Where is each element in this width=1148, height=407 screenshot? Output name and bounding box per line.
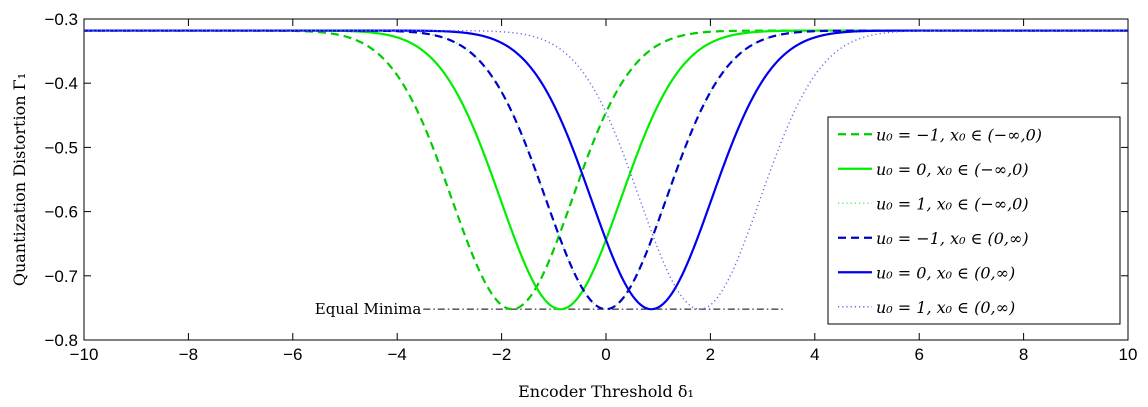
x-tick-label: 2 xyxy=(706,345,715,364)
legend-entry-2: u₀ = 1, x₀ ∈ (−∞,0) xyxy=(876,194,1029,213)
legend-entry-5: u₀ = 1, x₀ ∈ (0,∞) xyxy=(876,298,1015,317)
x-tick-label: 6 xyxy=(914,345,923,364)
legend-entry-4: u₀ = 0, x₀ ∈ (0,∞) xyxy=(876,263,1015,282)
legend-entry-1: u₀ = 0, x₀ ∈ (−∞,0) xyxy=(876,160,1029,179)
x-tick-label: −8 xyxy=(179,345,198,364)
x-tick-label: −6 xyxy=(283,345,302,364)
x-tick-label: 4 xyxy=(810,345,819,364)
y-tick-label: −0.4 xyxy=(44,74,78,93)
x-tick-label: −2 xyxy=(492,345,511,364)
x-axis-title: Encoder Threshold δ₁ xyxy=(518,382,694,401)
x-tick-label: −4 xyxy=(388,345,407,364)
equal-minima-label: Equal Minima xyxy=(315,300,422,318)
x-tick-label: 8 xyxy=(1019,345,1028,364)
y-tick-label: −0.3 xyxy=(44,10,78,29)
y-tick-label: −0.7 xyxy=(44,267,78,286)
x-tick-label: 10 xyxy=(1119,345,1138,364)
y-axis-title: Quantization Distortion Γ₁ xyxy=(10,73,29,286)
legend-entry-3: u₀ = −1, x₀ ∈ (0,∞) xyxy=(876,229,1029,248)
legend-box xyxy=(827,116,1121,325)
series-line-4 xyxy=(84,29,1128,311)
x-tick-label: −10 xyxy=(70,345,99,364)
y-tick-label: −0.8 xyxy=(44,331,78,350)
y-tick-label: −0.6 xyxy=(44,203,78,222)
x-tick-label: 0 xyxy=(601,345,610,364)
series-group xyxy=(84,29,1128,311)
legend-entry-0: u₀ = −1, x₀ ∈ (−∞,0) xyxy=(876,125,1042,144)
y-tick-label: −0.5 xyxy=(44,138,78,157)
